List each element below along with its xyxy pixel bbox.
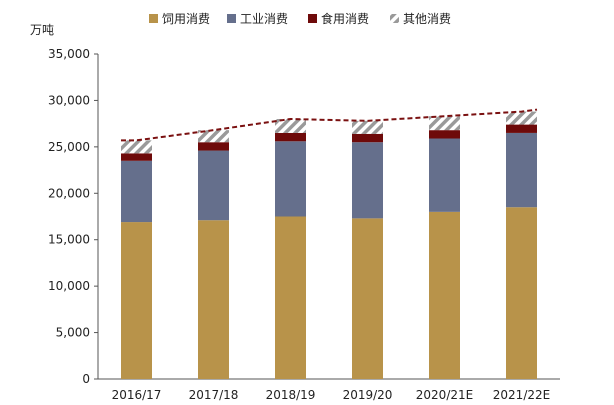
x-tick-label: 2021/22E (493, 388, 550, 402)
legend-swatch (308, 14, 317, 23)
legend-label: 其他消费 (403, 12, 451, 26)
y-tick-label: 0 (82, 372, 90, 386)
x-tick-label: 2016/17 (112, 388, 162, 402)
legend-label: 食用消费 (321, 11, 369, 26)
bar-segment (121, 222, 152, 379)
bar-segment (121, 153, 152, 161)
bar-segment (506, 207, 537, 379)
total-line-path (121, 108, 538, 142)
bar-segment (198, 220, 229, 379)
x-tick-label: 2020/21E (416, 388, 473, 402)
y-tick-label: 10,000 (48, 279, 90, 293)
bar-segment (506, 111, 537, 125)
legend-item: 食用消费 (308, 11, 369, 26)
bar-segment (506, 132, 537, 208)
y-tick-label: 15,000 (48, 233, 90, 247)
bar-segment (352, 120, 383, 134)
bar-segment (352, 218, 383, 379)
legend-swatch (149, 14, 158, 23)
legend-item: 饲用消费 (149, 12, 210, 26)
y-tick-label: 35,000 (48, 47, 90, 61)
y-tick-label: 25,000 (48, 140, 90, 154)
legend-label: 饲用消费 (162, 12, 210, 26)
bar-segment (352, 142, 383, 219)
y-tick-label: 5,000 (56, 326, 90, 340)
legend-item: 其他消费 (390, 12, 451, 26)
legend: 饲用消费 工业消费 食用消费 其他消费 (149, 11, 451, 26)
bar-segment (506, 124, 537, 133)
bar-segment (275, 119, 306, 133)
bar-segment (429, 130, 460, 139)
x-tick-label: 2017/18 (189, 388, 239, 402)
y-unit-label: 万吨 (30, 23, 54, 37)
total-line (121, 108, 538, 142)
bar-segment (121, 160, 152, 223)
y-tick-label: 30,000 (48, 93, 90, 107)
bar-segment (275, 216, 306, 379)
y-ticks: 0 5,000 10,000 15,000 20,000 25,000 30,000 35,0… (48, 47, 98, 386)
bar-segment (275, 141, 306, 217)
bar-segment (121, 140, 152, 154)
bar-segment (198, 142, 229, 151)
x-ticks: 2016/17 2017/18 2018/19 2019/20 2020/21E 2021… (112, 388, 551, 402)
x-tick-label: 2019/20 (343, 388, 393, 402)
bar-segment (352, 133, 383, 143)
bars (121, 111, 537, 379)
bar-segment (198, 130, 229, 143)
bar-segment (275, 132, 306, 142)
bar-segment (429, 116, 460, 131)
bar-segment (429, 138, 460, 212)
legend-swatch (227, 14, 236, 23)
y-tick-label: 20,000 (48, 186, 90, 200)
bar-segment (198, 150, 229, 221)
bar-segment (429, 211, 460, 379)
x-tick-label: 2018/19 (266, 388, 316, 402)
legend-item: 工业消费 (227, 12, 288, 26)
legend-label: 工业消费 (240, 12, 288, 26)
legend-swatch (390, 14, 399, 23)
